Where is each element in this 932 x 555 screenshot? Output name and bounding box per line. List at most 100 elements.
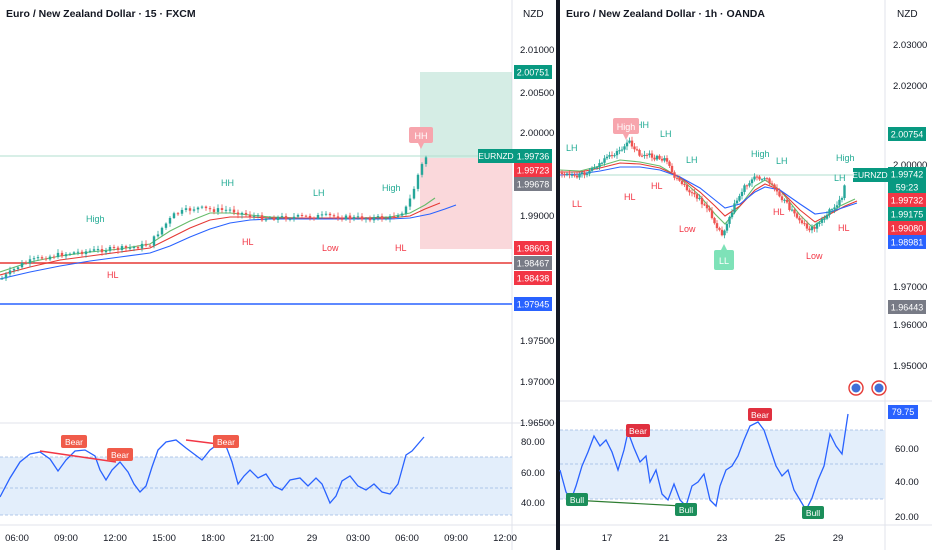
svg-text:Bull: Bull [570,495,584,505]
right-candle-body-69 [733,203,736,213]
left-candle-body-62 [248,214,252,217]
right-candle-body-5 [573,174,576,176]
left-rsi-tick-0: 80.00 [521,437,545,448]
left-candle-body-97 [388,216,392,219]
left-candle-body-56 [224,209,228,211]
right-candle-body-3 [568,173,571,175]
left-candle-body-53 [212,209,216,212]
right-price-tick-4: 1.96000 [893,320,927,331]
left-rsi-bear-tag-3: Bear [213,435,239,448]
left-candle-body-96 [384,218,388,220]
right-candle-body-54 [695,194,699,199]
svg-text:1.98603: 1.98603 [517,244,550,254]
right-candle-body-44 [670,165,674,173]
left-candle-body-31 [124,246,128,248]
left-candle-body-39 [156,234,160,237]
left-currency-label: NZD [523,9,544,20]
economic-event-icon-2[interactable] [871,380,887,396]
right-candle-body-96 [800,220,804,224]
right-candle-body-38 [655,155,659,160]
right-time-tick-3: 25 [775,533,786,544]
left-candle-body-83 [332,215,336,217]
left-candle-body-32 [128,247,132,249]
left-price-badge-5: 1.98467 [514,256,552,270]
right-candle-body-77 [753,176,756,180]
left-chart-pane[interactable]: Euro / New Zealand Dollar · 15 · FXCM NZ… [0,0,556,550]
left-candle-body-17 [68,253,72,255]
left-candle-body-23 [92,249,96,251]
right-candle-body-47 [678,177,681,181]
right-symbol-tag: EURNZD [852,168,888,182]
right-rsi-tick-1: 40.00 [895,477,919,488]
right-candle-body-76 [750,179,754,184]
left-price-tick-2: 2.00000 [520,128,554,139]
svg-text:Bear: Bear [65,437,83,447]
left-candle-body-42 [168,217,172,224]
svg-text:1.99732: 1.99732 [891,196,924,206]
left-candle-body-90 [360,216,364,220]
left-price-badge-3: 1.99678 [514,177,552,191]
svg-text:Bear: Bear [629,426,647,436]
left-time-tick-9: 09:00 [444,533,468,544]
left-candle-body-49 [196,207,200,210]
right-rsi-bear-tag-1: Bear [626,424,650,437]
svg-text:1.99736: 1.99736 [517,152,550,162]
right-candle-body-111 [838,199,841,206]
right-candle-body-60 [710,210,714,219]
right-candle-body-79 [758,176,761,180]
svg-text:1.99678: 1.99678 [517,180,550,190]
right-candle-body-100 [810,227,814,231]
right-candle-body-91 [788,202,791,210]
right-candle-body-7 [578,173,581,178]
pane-divider [556,0,560,550]
right-chart-title: Euro / New Zealand Dollar · 1h · OANDA [566,8,765,20]
left-label-low: Low [322,243,339,253]
right-candle-body-46 [675,177,679,179]
right-rsi-bear-tag-2: Bear [748,408,772,421]
right-candle-body-87 [778,191,781,197]
right-label-hl-4: HL [838,223,850,233]
left-price-tick-6: 1.96500 [520,418,554,429]
left-candle-body-64 [256,215,260,217]
left-candle-body-82 [328,213,332,216]
right-candle-body-88 [780,196,784,201]
long-position-profit-zone[interactable] [420,72,512,158]
left-candle-body-3 [12,269,16,271]
long-position-loss-zone[interactable] [420,158,512,249]
left-candle-body-18 [72,252,76,254]
right-candle-body-92 [790,209,794,211]
right-candle-body-74 [745,185,749,187]
left-candle-body-6 [24,262,28,264]
left-price-tick-5: 1.97000 [520,377,554,388]
left-candle-body-46 [184,208,188,210]
left-price-badge-2: 1.99723 [514,163,552,177]
right-candle-body-1 [563,173,566,175]
left-candle-body-101 [404,206,408,214]
right-candle-body-84 [770,183,774,185]
economic-event-icon-1[interactable] [848,380,864,396]
right-chart-pane[interactable]: Euro / New Zealand Dollar · 1h · OANDA N… [559,0,932,550]
right-candle-body-34 [645,154,649,156]
left-candle-body-28 [112,246,116,248]
left-time-tick-0: 06:00 [5,533,29,544]
right-candle-body-83 [768,178,771,184]
right-candle-body-12 [590,168,594,171]
right-candle-body-81 [763,178,766,180]
right-candle-body-22 [615,151,619,156]
right-high-tag: High [613,118,639,140]
right-candle-body-21 [613,155,616,157]
right-candle-body-90 [785,199,789,203]
right-candle-body-6 [575,175,579,178]
svg-text:1.98981: 1.98981 [891,238,924,248]
left-label-hh: HH [221,178,234,188]
right-candle-body-32 [640,155,644,157]
right-candle-body-107 [828,209,831,215]
right-candle-body-4 [570,174,574,176]
left-candle-body-106 [424,157,428,165]
left-candle-body-33 [132,247,136,249]
left-price-badge-7: 1.97945 [514,297,552,311]
left-rsi-divergence-1 [39,450,117,463]
left-candle-body-25 [100,249,104,253]
right-rsi-bull-tag-2: Bull [675,503,697,516]
left-candle-body-78 [312,217,316,219]
